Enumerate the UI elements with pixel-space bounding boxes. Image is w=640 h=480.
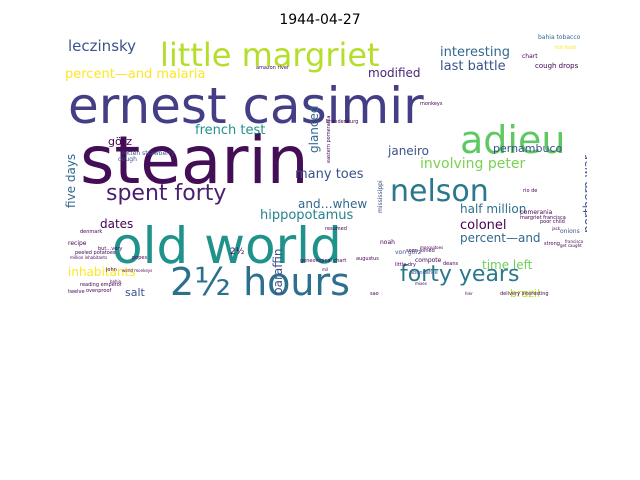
cloud-word: ernest casimir	[68, 77, 424, 135]
cloud-word: pomerania	[520, 209, 553, 216]
cloud-word: salt	[125, 286, 146, 299]
cloud-word: reading emperor	[80, 282, 123, 288]
cloud-word: von görz	[395, 249, 421, 256]
cloud-word: leczinsky	[68, 37, 136, 55]
cloud-word: paraffin	[271, 249, 285, 295]
cloud-word: onions	[560, 228, 580, 235]
cloud-word: hot food	[555, 45, 576, 51]
cloud-word: brazil	[510, 287, 540, 300]
cloud-word: mil	[322, 267, 328, 272]
cloud-word: million inhabitants	[70, 255, 107, 260]
cloud-word: mississippi	[377, 180, 384, 213]
cloud-word: bahia tobacco	[538, 34, 581, 41]
cloud-word: percent—and malaria	[65, 67, 206, 82]
cloud-word: nelson	[390, 174, 489, 209]
cloud-word: brandenburg	[326, 119, 358, 125]
cloud-word: hier	[465, 291, 473, 296]
cloud-word: peeled potatoes	[75, 250, 116, 256]
cloud-word: noah	[380, 239, 395, 246]
cloud-word: old world	[112, 217, 342, 275]
cloud-word: five days	[64, 154, 78, 208]
cloud-word: colonel	[460, 218, 507, 233]
cloud-word: inhabitants	[68, 265, 135, 279]
cloud-word: eastern pomerania	[326, 116, 332, 163]
cloud-word: spent forty	[106, 181, 226, 206]
cloud-word: görz	[108, 135, 132, 148]
cloud-word: time left	[482, 258, 533, 272]
cloud-word: hippopotamus	[260, 208, 353, 223]
cloud-word: compote	[415, 257, 442, 264]
cloud-word: abundance	[410, 270, 438, 276]
chart-title: 1944-04-27	[279, 12, 361, 28]
cloud-word: bahia	[110, 279, 122, 284]
cloud-word: involving peter	[420, 156, 525, 172]
cloud-word: and…whew	[298, 197, 367, 211]
cloud-word: john	[105, 267, 117, 273]
cloud-word: poor child	[540, 219, 565, 225]
cloud-word: world monkeys	[122, 268, 152, 273]
cloud-word: popes	[132, 255, 147, 261]
cloud-word: but…very	[98, 246, 122, 252]
cloud-word: french test	[195, 123, 265, 138]
cloud-word: rotten strawberry	[122, 150, 175, 157]
cloud-word: rio de	[523, 188, 537, 194]
cloud-word: jack	[551, 226, 561, 231]
cloud-word: margriet francisca	[520, 215, 566, 221]
cloud-word: little dry	[395, 262, 416, 268]
cloud-word: dough	[118, 156, 137, 163]
cloud-word: northern war	[581, 155, 587, 233]
cloud-word: many toes	[295, 167, 364, 182]
cloud-word: dates	[100, 217, 133, 231]
cloud-word: ovenproof	[86, 288, 112, 294]
cloud-word: modified	[368, 66, 421, 80]
cloud-word: soon joined	[406, 248, 435, 254]
cloud-word: delivery interesting	[500, 291, 549, 297]
cloud-word: 2½ hours	[170, 260, 350, 303]
cloud-word: strong	[544, 241, 560, 247]
cloud-word: twelve	[68, 289, 85, 295]
cloud-word: mosquitoes	[420, 245, 443, 250]
cloud-word: 2½	[230, 247, 245, 257]
cloud-word: mixes	[415, 281, 427, 286]
cloud-word: little margriet	[160, 36, 380, 74]
cloud-word: denmark	[80, 229, 102, 235]
cloud-word: cough drops	[535, 62, 579, 70]
cloud-word: janeiro	[387, 144, 429, 158]
cloud-word: adieu	[460, 118, 565, 162]
cloud-word: get caught	[560, 243, 582, 248]
cloud-word: sao	[370, 291, 379, 297]
cloud-word: percent—and	[460, 231, 541, 245]
cloud-word: glanced	[307, 105, 321, 153]
cloud-word: forty years	[400, 262, 519, 287]
cloud-word: francisca	[565, 239, 584, 244]
cloud-word: amazon river	[256, 65, 290, 71]
cloud-word: chart	[522, 53, 538, 60]
cloud-word: interesting	[440, 45, 510, 60]
cloud-word: geneological chart	[300, 258, 346, 264]
cloud-word: deans	[443, 261, 458, 267]
cloud-word: half million	[460, 202, 526, 216]
cloud-word: last battle	[440, 59, 506, 74]
cloud-word: monkeys	[420, 101, 443, 107]
cloud-word: recipe	[68, 240, 87, 247]
cloud-word: resumed	[325, 226, 347, 232]
cloud-word: augustus	[356, 256, 379, 262]
cloud-word: pernambuco	[493, 142, 563, 155]
cloud-word: stearin	[80, 122, 309, 199]
